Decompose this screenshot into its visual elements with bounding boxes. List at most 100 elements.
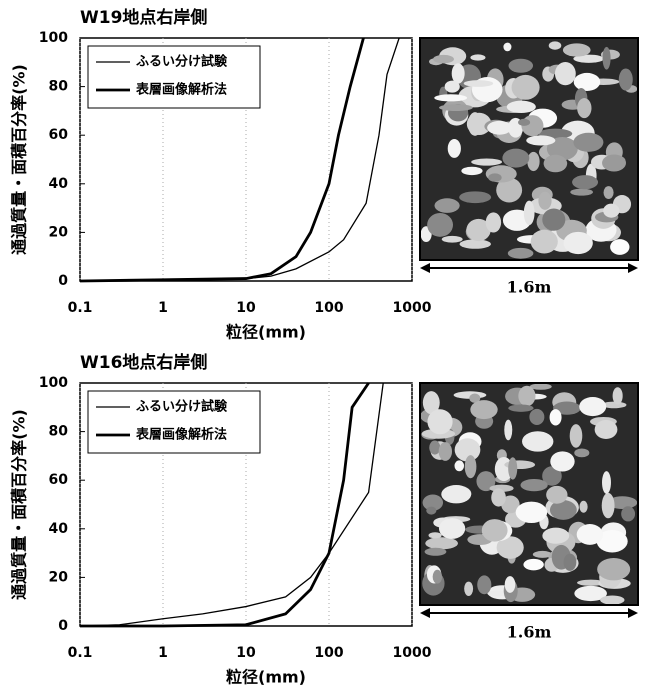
photo-stone [496,536,524,559]
photo-stone [574,448,590,458]
x-tick-label: 10 [236,645,256,661]
photo-stone [576,524,604,545]
photo-stone [527,151,540,172]
photo-stone [463,80,494,87]
photo-stone [491,488,506,507]
photo-stone [579,396,607,417]
photo-stone [477,575,492,595]
y-tick-label: 60 [49,472,69,488]
series-line [79,37,365,283]
photo-stone [602,471,611,494]
photo-stone [543,154,568,173]
photo-stone [554,61,576,86]
photo-stone [459,191,492,204]
photo-stone [602,154,627,172]
photo-stone [542,208,566,231]
photo-stone [603,203,620,218]
photo-stone [451,63,465,84]
photo-stone [570,188,593,196]
photo-stone [487,120,512,135]
photo-stone [476,471,496,492]
x-tick-label: 1000 [393,300,432,316]
photo-stone [569,424,583,448]
x-axis-label: 粒径(mm) [226,323,306,342]
photo-stone [467,112,483,136]
photo-stone [515,501,548,524]
y-tick-label: 100 [39,30,68,46]
legend-label: 表層画像解析法 [135,427,227,443]
photo-stone [532,550,553,558]
photo-stone [428,532,442,539]
photo-stone [546,485,568,504]
y-tick-label: 40 [49,521,69,537]
photo-stone [506,100,536,114]
photo-stone [553,401,581,415]
photo-stone [424,547,447,556]
photo-stone [508,457,518,480]
x-tick-label: 0.1 [68,645,93,661]
legend-box [87,390,261,454]
photo-stone [444,80,460,93]
series-line [79,382,384,627]
photo-stone [429,440,441,455]
photo-stone [425,537,458,550]
y-axis-label: 通過質量・面積百分率(%) [10,64,29,255]
photo-stone [471,158,503,166]
photo-stone [503,42,512,52]
photo-stone [464,455,477,479]
x-tick-label: 1000 [393,645,432,661]
photo-stone [526,135,556,146]
photo-stone [454,438,481,462]
photo-stone [601,492,615,519]
y-axis-label: 通過質量・面積百分率(%) [10,409,29,600]
photo-stone [501,495,520,514]
photo-border [419,37,639,261]
photo-stone [422,494,444,511]
photo-stone [427,212,454,237]
photo-stone [518,118,531,126]
photo-stone [439,104,473,111]
photo-stone [441,235,463,243]
photo-stone [447,139,461,158]
photo-stone [470,400,498,420]
photo-stone [563,553,577,571]
legend-label: ふるい分け試験 [136,54,228,70]
photo-stone [466,218,491,242]
x-tick-label: 0.1 [68,300,93,316]
y-tick-label: 60 [49,127,69,143]
photo-stone [596,530,628,553]
scale-label: 1.6m [507,278,552,297]
photo-stone [549,500,577,520]
photo-stone [469,393,481,403]
photo-stone [549,409,562,426]
photo-stone [434,94,468,102]
photo-stone [470,54,486,61]
x-axis-label: 粒径(mm) [226,668,306,687]
photo-stone [529,408,545,425]
photo-stone [508,404,534,412]
photo-stone [523,558,544,571]
y-tick-label: 100 [39,375,68,391]
photo-stone [579,500,588,513]
photo-stone [507,247,534,259]
photo-stone [485,212,502,233]
photo-stone [518,385,536,407]
photo-stone [550,451,575,472]
photo-stone [441,485,472,504]
photo-stone [459,239,491,249]
photo-border [419,382,639,606]
photo-stone [454,460,465,472]
photo-stone [502,148,530,168]
photo-stone [496,177,523,203]
photo-stone [461,166,483,176]
legend-label: 表層画像解析法 [135,82,227,98]
photo-stone [427,409,453,435]
photo-stone [572,175,599,190]
photo-stone [546,136,578,161]
photo-stone [610,239,630,255]
photo-stone [508,58,534,73]
y-tick-label: 20 [49,224,69,240]
photo-stone [602,46,611,70]
photo-stone [488,173,502,182]
y-tick-label: 80 [49,79,69,95]
